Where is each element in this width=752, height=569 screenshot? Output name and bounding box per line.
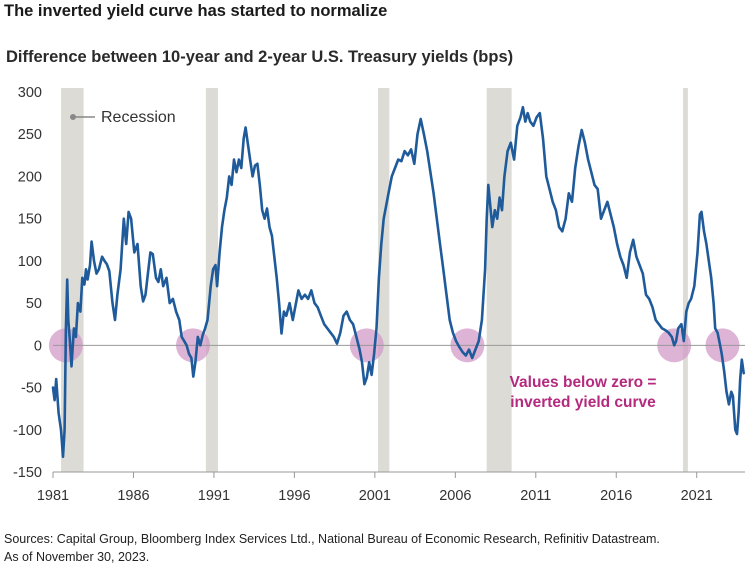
x-tick-label: 2021 (681, 488, 713, 504)
recession-bands (61, 88, 688, 472)
y-tick-label: 250 (18, 127, 42, 143)
x-tick-label: 2011 (520, 488, 551, 504)
y-tick-label: 0 (34, 338, 42, 354)
recession-band-4 (683, 88, 688, 472)
y-tick-label: -50 (21, 381, 42, 397)
y-tick-label: 150 (18, 212, 42, 228)
source-note: Sources: Capital Group, Bloomberg Index … (4, 530, 660, 566)
y-tick-label: 200 (18, 169, 42, 185)
recession-band-0 (61, 88, 84, 472)
source-line-1: Sources: Capital Group, Bloomberg Index … (4, 532, 660, 546)
recession-band-2 (378, 88, 390, 472)
x-tick-label: 1986 (117, 488, 149, 504)
legend: Recession (70, 109, 176, 126)
annotation-line-2: inverted yield curve (510, 394, 656, 411)
x-tick-label: 2001 (359, 488, 391, 504)
inversion-annotation: Values below zero = inverted yield curve (510, 374, 657, 411)
x-tick-label: 1991 (198, 488, 230, 504)
source-line-2: As of November 30, 2023. (4, 550, 150, 564)
x-axis-ticks: 1981 1986 1991 1996 2001 2006 2011 2016 2021 (37, 472, 713, 504)
x-tick-label: 2006 (439, 488, 471, 504)
y-tick-label: 50 (26, 296, 42, 312)
annotation-line-1: Values below zero = (510, 374, 657, 391)
y-tick-label: 300 (18, 85, 42, 101)
x-tick-label: 1996 (278, 488, 310, 504)
chart-subtitle: Difference between 10-year and 2-year U.… (6, 48, 514, 66)
yield-spread-line (51, 105, 745, 459)
y-axis-ticks: -150 -100 -50 0 50 100 150 200 250 300 (13, 85, 42, 481)
x-tick-label: 2016 (600, 488, 632, 504)
legend-recession-dot (70, 114, 76, 120)
y-tick-label: -150 (13, 465, 42, 481)
x-tick-label: 1981 (37, 488, 69, 504)
y-tick-label: 100 (18, 254, 42, 270)
legend-recession-label: Recession (101, 109, 176, 126)
recession-band-3 (486, 88, 512, 472)
y-tick-label: -100 (13, 423, 42, 439)
chart-title: The inverted yield curve has started to … (4, 2, 388, 20)
